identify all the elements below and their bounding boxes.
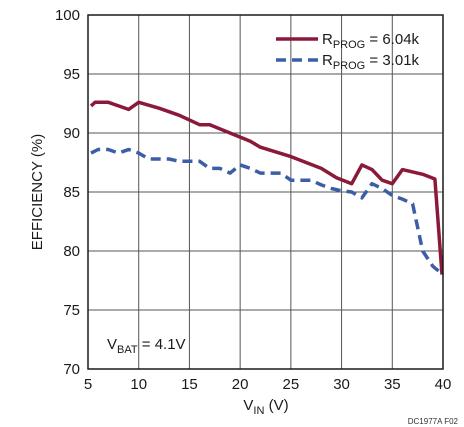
y-axis-title: EFFICIENCY (%) — [29, 134, 46, 250]
x-tick-label-10: 10 — [130, 376, 147, 393]
x-axis-title: VIN (V) — [243, 397, 288, 417]
y-tick-label-80: 80 — [63, 243, 80, 260]
figure-id: DC1977A F02 — [408, 417, 459, 426]
plot-frame — [87, 14, 444, 370]
y-tick-label-75: 75 — [63, 302, 80, 319]
grid-lines — [88, 15, 443, 369]
y-tick-label-90: 90 — [63, 125, 80, 142]
series-line-2 — [90, 147, 445, 276]
x-tick-labels: 5 10 15 20 25 30 35 40 — [84, 376, 452, 393]
y-tick-label-70: 70 — [63, 361, 80, 378]
x-tick-label-5: 5 — [84, 376, 92, 393]
x-tick-label-30: 30 — [333, 376, 350, 393]
vbat-annotation: VBAT = 4.1V — [107, 336, 186, 356]
x-tick-label-25: 25 — [283, 376, 300, 393]
x-tick-label-20: 20 — [232, 376, 249, 393]
y-tick-label-85: 85 — [63, 184, 80, 201]
series-line-1 — [89, 100, 444, 275]
legend-label-series-1: RPROG = 6.04k — [322, 31, 420, 51]
series-layer — [89, 100, 445, 276]
y-tick-label-100: 100 — [55, 7, 80, 24]
legend-label-series-2: RPROG = 3.01k — [322, 52, 420, 72]
legend: RPROG = 6.04k RPROG = 3.01k — [276, 31, 420, 72]
x-tick-label-35: 35 — [384, 376, 401, 393]
y-tick-label-95: 95 — [63, 66, 80, 83]
x-tick-label-40: 40 — [435, 376, 452, 393]
y-tick-labels: 70 75 80 85 90 95 100 — [55, 7, 80, 378]
x-tick-label-15: 15 — [181, 376, 198, 393]
